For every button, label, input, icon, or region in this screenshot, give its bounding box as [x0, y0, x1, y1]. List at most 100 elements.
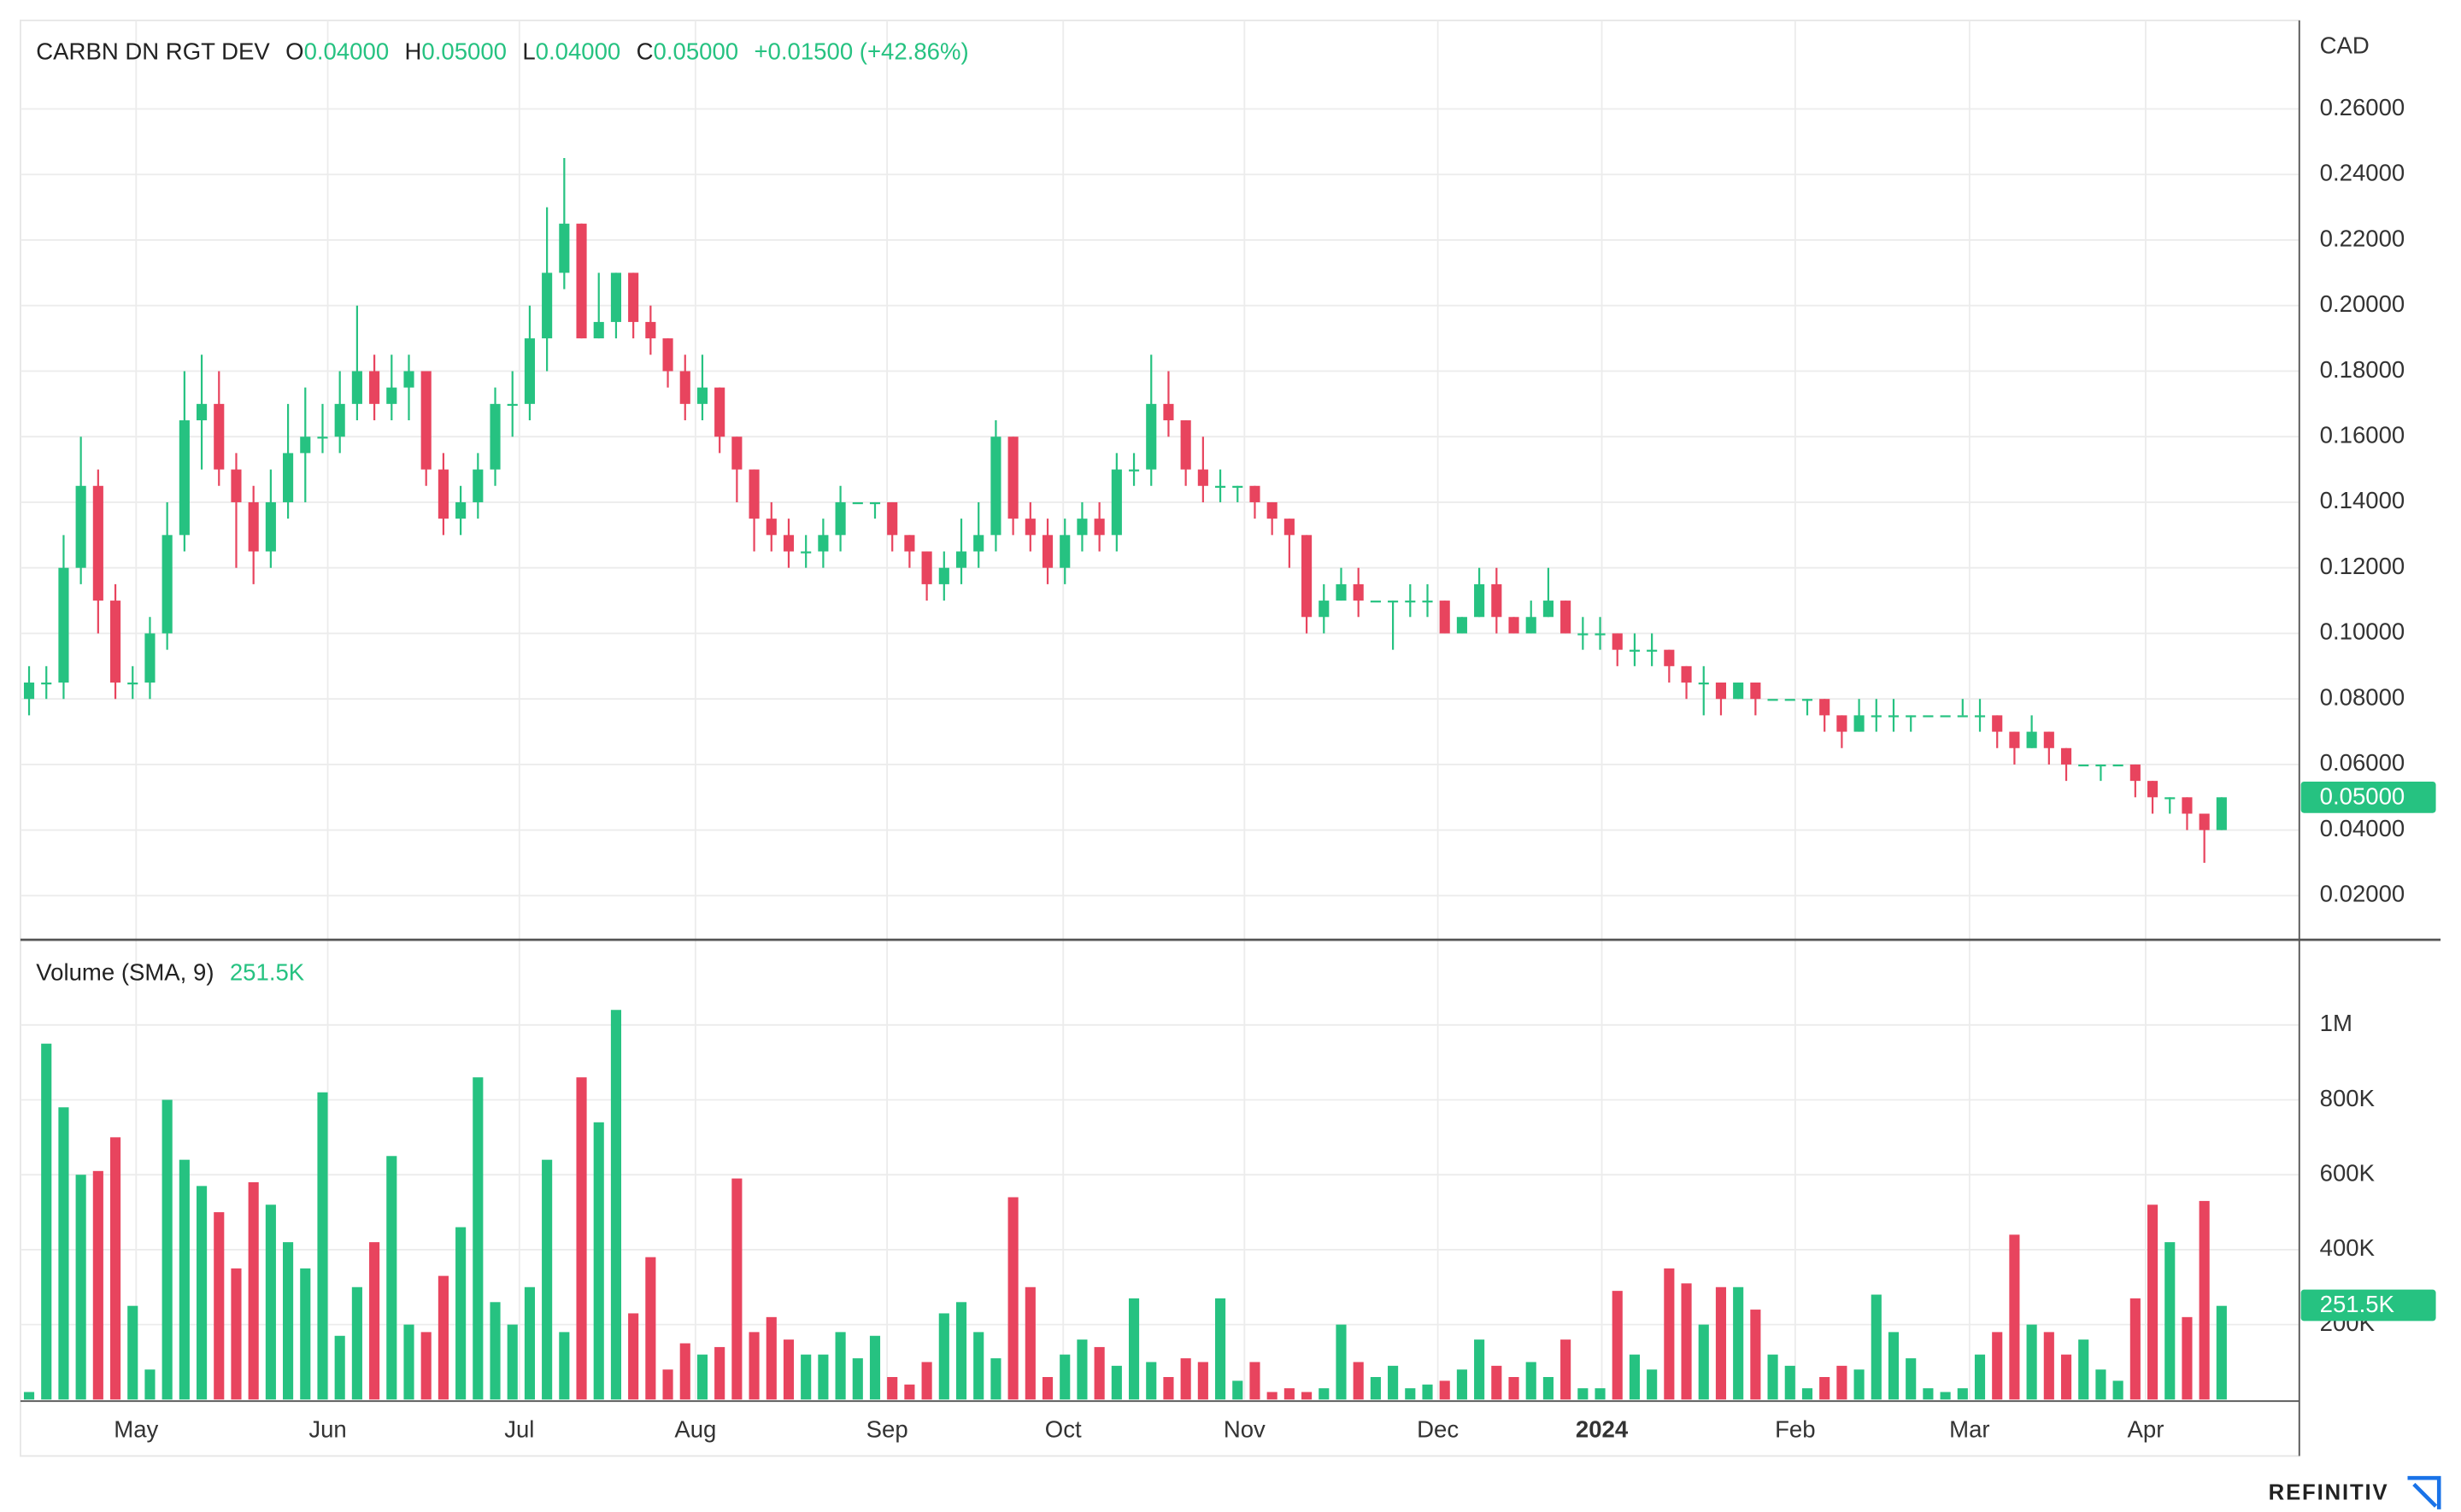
candle-body [1319, 601, 1330, 618]
candle-body [1906, 715, 1917, 718]
volume-bar [1266, 1392, 1277, 1400]
candle-body [1197, 469, 1208, 486]
volume-bar [1405, 1388, 1416, 1400]
candle-body [2164, 797, 2176, 800]
candle-body [1336, 583, 1347, 601]
volume-bar [1077, 1339, 1088, 1400]
volume-bar [1370, 1376, 1381, 1400]
candle-body [1232, 485, 1243, 488]
volume-bar [455, 1227, 467, 1400]
volume-bar [1353, 1362, 1364, 1400]
volume-bar [1836, 1365, 1847, 1400]
volume-bar [559, 1332, 570, 1400]
candle-body [1094, 519, 1105, 536]
volume-bar [1733, 1286, 1744, 1400]
candle-body [1819, 699, 1830, 716]
volume-bar [2147, 1204, 2159, 1400]
volume-bar [2164, 1242, 2176, 1400]
y-tick-label: 0.24000 [2320, 160, 2405, 186]
candle-body [593, 321, 604, 339]
x-tick-label: Mar [1949, 1415, 1989, 1442]
candle-body [1146, 403, 1157, 470]
candle-body [1698, 683, 1709, 685]
x-tick-label: May [114, 1415, 158, 1442]
candle-body [869, 501, 881, 505]
candle-body [23, 683, 35, 700]
ohlc-value: 0.05000 [421, 38, 507, 65]
volume-bar [1577, 1388, 1589, 1400]
volume-bar [403, 1324, 414, 1400]
volume-bar [990, 1358, 1001, 1400]
volume-bar [1508, 1376, 1519, 1400]
candle-body [1750, 683, 1761, 700]
y-tick-label: 0.20000 [2320, 290, 2405, 317]
candle-body [524, 338, 535, 404]
volume-bar [23, 1392, 35, 1400]
candle-body [852, 501, 863, 505]
x-tick-label: Sep [866, 1415, 908, 1442]
candle-body [1249, 485, 1260, 502]
volume-bar [1957, 1388, 1968, 1400]
candle-body [1664, 649, 1675, 666]
candle-body [2043, 731, 2054, 748]
y-tick-label: 0.10000 [2320, 618, 2405, 645]
y-tick-label: 0.16000 [2320, 421, 2405, 448]
candle-body [628, 273, 639, 322]
volume-bar [766, 1316, 777, 1400]
volume-bar [1871, 1294, 1882, 1400]
volume-bar [41, 1043, 52, 1400]
candle-body [2199, 813, 2210, 830]
volume-bar [1456, 1369, 1467, 1400]
candle-body [1767, 699, 1778, 701]
volume-bar [231, 1268, 242, 1400]
volume-tick-label: 400K [2320, 1234, 2376, 1261]
candle-body [1491, 583, 1502, 618]
volume-bar [1888, 1332, 1900, 1400]
candle-body [92, 485, 103, 601]
volume-bar [1853, 1369, 1865, 1400]
volume-bar [1249, 1362, 1260, 1400]
y-tick-label: 0.08000 [2320, 683, 2405, 710]
volume-bar [1146, 1362, 1157, 1400]
candle-body [1111, 469, 1122, 536]
x-tick-label: 2024 [1576, 1415, 1629, 1442]
volume-bar [628, 1313, 639, 1400]
volume-bar [921, 1362, 932, 1400]
candle-body [938, 567, 949, 584]
volume-bar [2060, 1354, 2072, 1400]
volume-bar [1681, 1283, 1692, 1400]
candle-body [783, 535, 795, 552]
volume-sma-badge-bg [2300, 1289, 2436, 1322]
candle-body [1301, 535, 1313, 618]
volume-bar [1060, 1354, 1071, 1400]
candle-body [1992, 715, 2003, 732]
volume-bar [714, 1346, 725, 1400]
ohlc-key: H [405, 38, 422, 65]
candle-body [455, 501, 467, 519]
volume-bar [265, 1204, 276, 1400]
volume-bar [610, 1010, 622, 1400]
candle-body [1163, 403, 1174, 421]
candle-body [2129, 764, 2141, 782]
candle-body [283, 453, 294, 502]
volume-bar [835, 1332, 846, 1400]
candle-body [662, 338, 673, 372]
candle-body [1784, 699, 1795, 701]
last-price-badge-bg [2300, 781, 2436, 813]
volume-bar [283, 1242, 294, 1400]
volume-bar [317, 1092, 328, 1400]
candle-body [127, 683, 138, 685]
volume-bar [1232, 1380, 1243, 1400]
y-tick-label: 0.02000 [2320, 881, 2405, 907]
volume-header: Volume (SMA, 9) 251.5K [36, 959, 305, 986]
candle-body [1266, 501, 1277, 519]
volume-bar [2199, 1200, 2210, 1400]
y-tick-label: 0.12000 [2320, 553, 2405, 579]
candle-body [2060, 747, 2072, 765]
x-tick-label: Feb [1775, 1415, 1815, 1442]
volume-bar [58, 1107, 69, 1400]
last-price-badge: 0.05000 [2320, 783, 2405, 810]
candle-body [835, 501, 846, 536]
y-tick-label: 0.22000 [2320, 225, 2405, 251]
